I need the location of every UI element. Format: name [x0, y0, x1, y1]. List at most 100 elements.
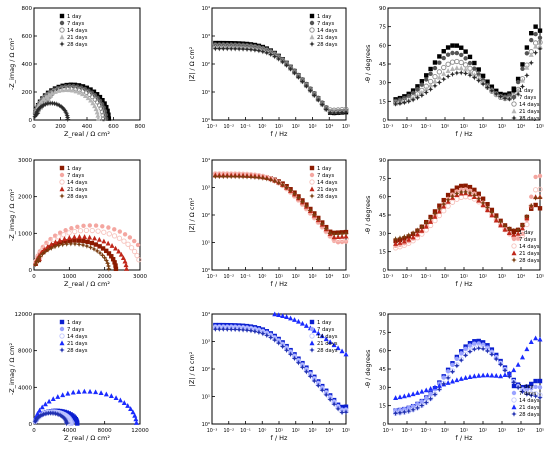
data-point: [432, 391, 438, 398]
data-point: [89, 227, 95, 234]
legend-label: 14 days: [67, 28, 88, 34]
x-tick-label: 10⁰: [258, 124, 266, 130]
data-point: [423, 223, 429, 229]
data-point: [343, 409, 349, 415]
data-point: [498, 222, 504, 228]
data-point: [280, 313, 286, 318]
data-point: [410, 88, 416, 93]
data-point: [327, 396, 333, 403]
data-point: [60, 414, 66, 420]
bode-mod-red: 10⁻³ 10⁻² 10⁻¹ 10⁰ 10¹ 10² 10³ 10⁴ 10⁵ 10⁰ 10¹ 10² 1…: [188, 158, 350, 288]
data-point: [63, 420, 70, 427]
data-point: [94, 248, 100, 254]
data-point: [458, 194, 464, 201]
data-point: [101, 229, 107, 235]
data-point: [415, 87, 420, 92]
data-point: [414, 95, 421, 101]
data-point: [467, 374, 473, 379]
data-point: [87, 234, 93, 240]
data-point: [55, 234, 62, 240]
legend-label: 7 days: [67, 21, 84, 27]
data-point: [441, 64, 447, 71]
data-point: [331, 342, 337, 348]
data-point: [252, 326, 258, 331]
data-point: [256, 327, 262, 332]
data-point: [252, 47, 258, 53]
x-tick-label: 4000: [62, 428, 76, 434]
nyquist-red-frame: [33, 159, 141, 271]
data-point: [224, 46, 230, 52]
data-point: [54, 411, 60, 417]
legend-label: 14 days: [519, 102, 540, 108]
x-tick-label: 10⁻³: [383, 274, 394, 280]
legend-label: 21 days: [67, 341, 88, 347]
data-point: [319, 102, 325, 108]
data-point: [35, 258, 42, 264]
y-axis-label: -Z_imag / Ω cm²: [8, 189, 16, 242]
data-point: [459, 52, 464, 58]
data-point: [502, 95, 508, 102]
data-point: [410, 234, 416, 240]
data-point: [83, 227, 90, 234]
data-point: [279, 182, 286, 188]
legend-marker: [59, 165, 65, 171]
data-point: [515, 76, 521, 82]
data-point: [225, 42, 230, 47]
x-tick-label: 10⁵: [342, 274, 350, 280]
data-point: [528, 392, 534, 399]
x-tick-label: 600: [108, 124, 119, 130]
data-point: [248, 328, 254, 334]
data-point: [113, 266, 119, 272]
data-point: [56, 411, 62, 418]
data-point: [459, 45, 464, 50]
data-point: [127, 235, 133, 240]
data-point: [121, 400, 127, 405]
data-point: [331, 110, 337, 116]
data-point: [480, 200, 486, 206]
data-point: [454, 50, 460, 56]
data-point: [221, 324, 226, 329]
data-point: [437, 60, 442, 65]
data-point: [291, 70, 298, 76]
data-point: [441, 375, 446, 380]
legend-label: 21 days: [67, 187, 88, 193]
data-point: [240, 324, 246, 330]
data-point: [463, 66, 469, 72]
data-point: [303, 323, 309, 328]
data-point: [41, 102, 47, 108]
y-axis-label: |Z| / Ω cm²: [188, 351, 196, 386]
legend-marker: [59, 172, 65, 178]
x-tick-label: 10³: [498, 274, 506, 280]
x-tick-label: 10¹: [460, 124, 468, 130]
data-point: [81, 238, 86, 244]
data-point: [32, 111, 39, 118]
legend-label: 7 days: [519, 237, 536, 243]
data-point: [319, 333, 325, 339]
data-point: [428, 391, 433, 397]
data-point: [103, 391, 109, 397]
data-point: [335, 406, 341, 412]
data-point: [87, 244, 94, 251]
data-point: [76, 389, 82, 394]
data-point: [524, 213, 530, 220]
data-point: [524, 391, 530, 397]
data-point: [414, 390, 420, 395]
y-tick-label: 45: [379, 213, 386, 219]
data-point: [260, 48, 266, 55]
data-point: [82, 93, 88, 98]
data-point: [42, 401, 48, 407]
data-point: [537, 35, 543, 40]
data-point: [449, 199, 456, 205]
legend-label: 1 day: [519, 384, 534, 390]
x-tick-label: 10⁴: [325, 124, 333, 130]
data-point: [515, 230, 521, 236]
data-point: [520, 231, 525, 237]
data-point: [76, 234, 82, 239]
y-tick-label: 12000: [15, 312, 33, 318]
data-point: [244, 325, 250, 330]
data-point: [529, 206, 534, 211]
x-tick-label: 10⁵: [536, 428, 544, 434]
data-point: [220, 45, 226, 52]
data-point: [228, 46, 234, 52]
data-point: [427, 222, 434, 229]
